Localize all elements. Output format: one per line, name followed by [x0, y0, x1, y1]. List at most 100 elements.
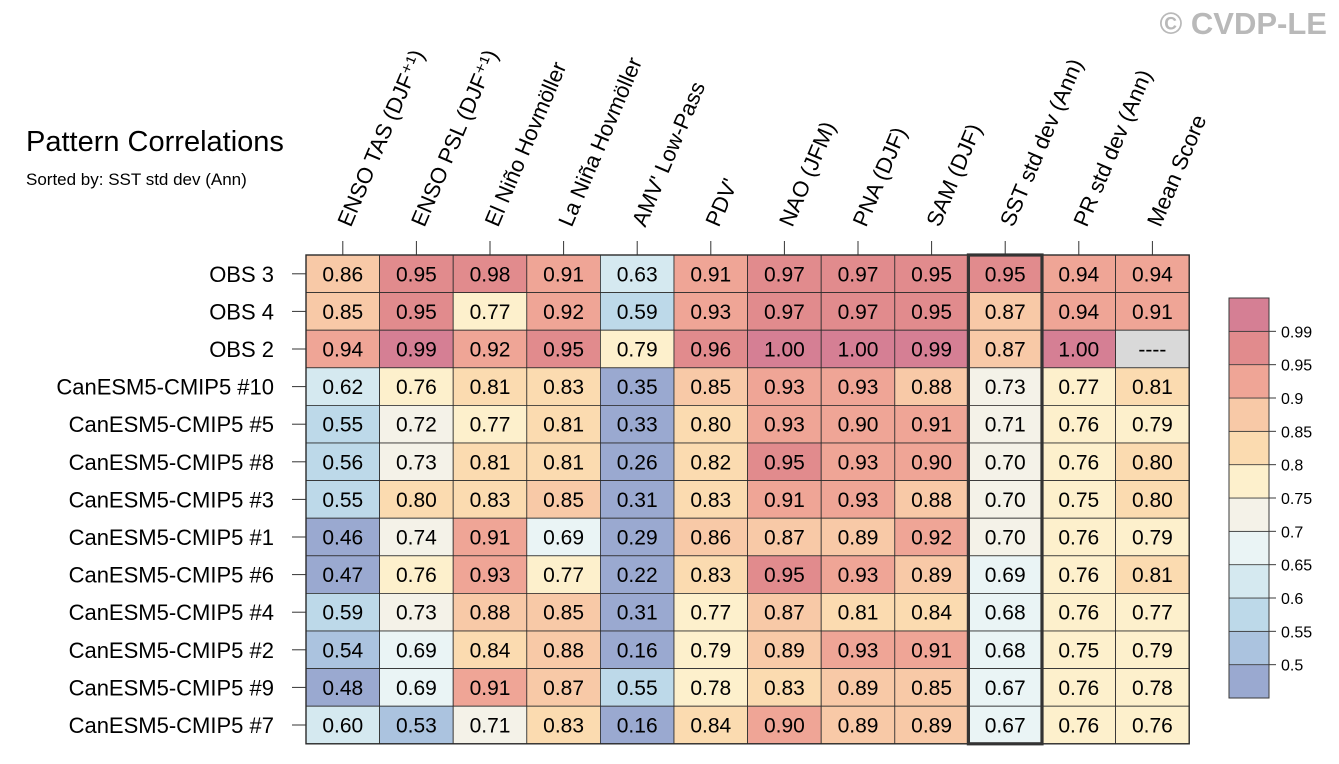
- heatmap-cell: [894, 480, 969, 519]
- cell-value-label: 0.99: [911, 339, 952, 362]
- heatmap-cell: [600, 292, 675, 331]
- heatmap-cell: [1115, 480, 1190, 519]
- cell-value-label: 0.89: [838, 677, 879, 700]
- cell-value-label: 0.95: [911, 301, 952, 324]
- row-label: CanESM5-CMIP5 #7: [69, 713, 274, 738]
- heatmap-cell: [820, 555, 896, 594]
- cell-value-label: 0.91: [470, 527, 511, 550]
- heatmap-cell: [526, 517, 601, 557]
- colorbar-tick-label: 0.65: [1281, 558, 1312, 575]
- colorbar-tick-label: 0.9: [1281, 391, 1303, 408]
- cell-value-label: 0.92: [543, 301, 584, 324]
- cell-value-label: 0.78: [1132, 677, 1173, 700]
- heatmap-cell: [379, 442, 454, 481]
- cell-value-label: 1.00: [838, 339, 879, 362]
- cell-value-label: 0.82: [690, 451, 731, 474]
- cell-value-label: 0.83: [543, 715, 584, 738]
- heatmap-cell: [600, 404, 675, 444]
- heatmap-cell: [600, 555, 675, 594]
- cell-value-label: 0.68: [985, 639, 1026, 662]
- colorbar-segment: [1228, 464, 1270, 499]
- cell-value-label: 0.93: [838, 639, 879, 662]
- cell-value-label: 0.78: [690, 677, 731, 700]
- cell-value-label: 0.81: [470, 451, 511, 474]
- heatmap-cell: [820, 593, 896, 632]
- cell-value-label: 0.92: [470, 339, 511, 362]
- colorbar-tick-label: 0.8: [1281, 458, 1303, 475]
- heatmap-cell: [820, 254, 896, 293]
- cell-value-label: 0.80: [396, 489, 437, 512]
- heatmap-cell: [894, 517, 969, 557]
- colorbar-tick-label: 0.55: [1281, 624, 1312, 641]
- heatmap-cell: [747, 292, 822, 331]
- heatmap-cell: [968, 442, 1043, 481]
- cell-value-label: 0.75: [1058, 489, 1099, 512]
- cell-value-label: 0.94: [1058, 263, 1099, 286]
- heatmap-cell: [526, 329, 601, 369]
- heatmap-cell: [820, 404, 896, 444]
- heatmap-cell: [305, 668, 380, 707]
- cell-value-label: 0.76: [396, 564, 437, 587]
- cell-value-label: 0.83: [690, 489, 731, 512]
- heatmap-cell: [1041, 442, 1116, 481]
- cell-value-label: 0.33: [617, 414, 658, 437]
- cell-value-label: 0.76: [1132, 715, 1173, 738]
- cell-value-label: 0.95: [764, 451, 805, 474]
- cell-value-label: 0.91: [911, 414, 952, 437]
- cell-value-label: 0.88: [543, 639, 584, 662]
- cell-value-label: 0.76: [1058, 677, 1099, 700]
- colorbar-segment: [1228, 430, 1270, 466]
- heatmap-cell: [600, 442, 675, 481]
- cell-value-label: 0.80: [1132, 489, 1173, 512]
- heatmap-cell: [673, 705, 748, 745]
- cell-value-label: 0.31: [617, 489, 658, 512]
- heatmap-cell: [305, 404, 380, 444]
- cell-value-label: 0.77: [1058, 376, 1099, 399]
- heatmap-cell: [600, 517, 675, 557]
- cell-value-label: 0.69: [396, 677, 437, 700]
- heatmap-cell: [452, 555, 528, 594]
- column-label: SAM (DJF): [921, 120, 987, 230]
- cell-value-label: 0.31: [617, 602, 658, 625]
- row-label: CanESM5-CMIP5 #4: [69, 600, 274, 625]
- colorbar-segment: [1228, 664, 1270, 699]
- cell-value-label: 0.85: [911, 677, 952, 700]
- cell-value-label: 0.26: [617, 451, 658, 474]
- cell-value-label: 0.88: [911, 489, 952, 512]
- heatmap-cell: [379, 367, 454, 406]
- heatmap-cell: [894, 630, 969, 669]
- heatmap-cell: [600, 593, 675, 632]
- cell-value-label: 0.79: [690, 639, 731, 662]
- cell-value-label: 0.70: [985, 451, 1026, 474]
- heatmap-cell: [379, 630, 454, 669]
- cell-value-label: 0.75: [1058, 639, 1099, 662]
- heatmap-cell: [673, 555, 748, 594]
- cell-value-label: 0.70: [985, 527, 1026, 550]
- heatmap-cell: [968, 329, 1043, 369]
- heatmap-cell: [1041, 593, 1116, 632]
- heatmap-cell: [673, 517, 748, 557]
- colorbar-segment: [1228, 397, 1270, 432]
- cell-value-label: 0.46: [322, 527, 363, 550]
- colorbar-tick-label: 0.75: [1281, 491, 1312, 508]
- cell-value-label: 0.87: [985, 339, 1026, 362]
- cell-value-label: 0.76: [1058, 715, 1099, 738]
- heatmap-cell: [379, 668, 454, 707]
- column-label: PR std dev (Ann): [1068, 66, 1156, 230]
- heatmap-cell: [305, 555, 380, 594]
- cell-value-label: 0.47: [322, 564, 363, 587]
- cell-value-label: 0.96: [690, 339, 731, 362]
- row-label: OBS 3: [209, 262, 274, 287]
- heatmap-cell: [820, 517, 896, 557]
- cell-value-label: 0.95: [985, 263, 1026, 286]
- cell-value-label: 0.79: [1132, 414, 1173, 437]
- heatmap-cell: [1115, 630, 1190, 669]
- cell-value-label: 0.90: [838, 414, 879, 437]
- heatmap-cell: [1115, 555, 1190, 594]
- cell-value-label: 0.81: [470, 376, 511, 399]
- colorbar-tick-label: 0.99: [1281, 324, 1312, 341]
- colorbar-tick-label: 0.7: [1281, 524, 1303, 541]
- cell-value-label: 0.98: [470, 263, 511, 286]
- colorbar-segment: [1228, 597, 1270, 632]
